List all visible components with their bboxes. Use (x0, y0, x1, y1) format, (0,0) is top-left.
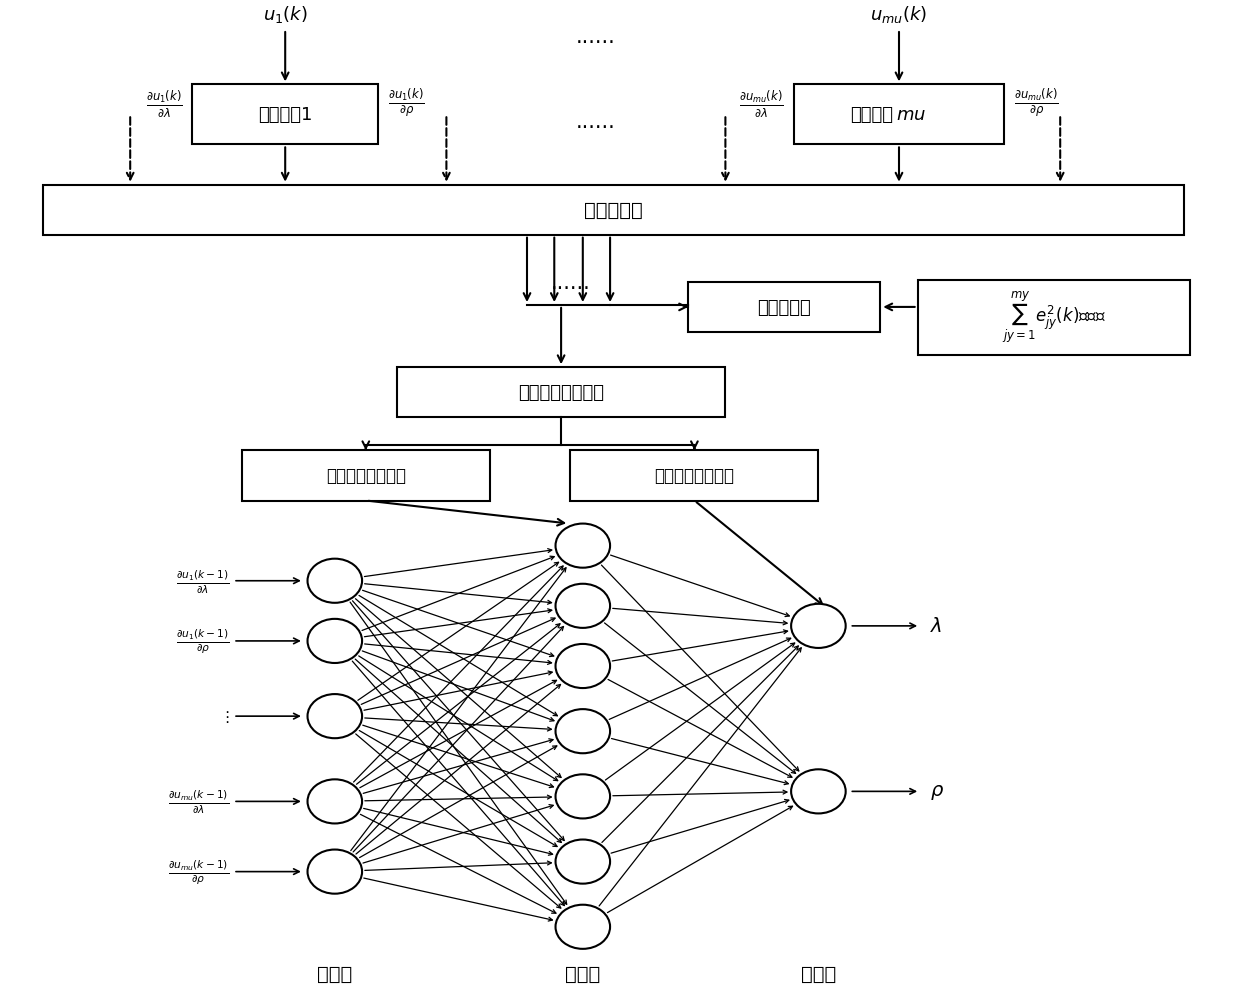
Circle shape (308, 780, 362, 824)
Text: $u_{mu}(k)$: $u_{mu}(k)$ (870, 4, 928, 25)
Text: $\frac{\partial u_{mu}(k)}{\partial\rho}$: $\frac{\partial u_{mu}(k)}{\partial\rho}… (1014, 86, 1059, 120)
Text: 系统误差反向传播: 系统误差反向传播 (518, 384, 604, 402)
Text: 隐含层: 隐含层 (565, 965, 600, 983)
Text: 梯度信息: 梯度信息 (849, 106, 893, 124)
Text: $\frac{\partial u_{mu}(k-1)}{\partial\rho}$: $\frac{\partial u_{mu}(k-1)}{\partial\rh… (169, 858, 229, 886)
Circle shape (791, 770, 846, 814)
Circle shape (556, 524, 610, 568)
Text: $\frac{\partial u_{mu}(k-1)}{\partial\lambda}$: $\frac{\partial u_{mu}(k-1)}{\partial\la… (169, 788, 229, 816)
Text: $\frac{\partial u_1(k)}{\partial\rho}$: $\frac{\partial u_1(k)}{\partial\rho}$ (388, 86, 425, 120)
Text: 梯度信息1: 梯度信息1 (258, 106, 312, 124)
Text: ......: ...... (551, 273, 590, 293)
Text: $\frac{\partial u_{mu}(k)}{\partial\lambda}$: $\frac{\partial u_{mu}(k)}{\partial\lamb… (739, 88, 784, 118)
Circle shape (556, 905, 610, 949)
Text: $\frac{\partial u_1(k-1)}{\partial\lambda}$: $\frac{\partial u_1(k-1)}{\partial\lambd… (176, 567, 229, 595)
Text: 梯度信息集: 梯度信息集 (584, 201, 644, 219)
Bar (43, 185, 1184, 235)
Bar (192, 85, 378, 145)
Circle shape (308, 850, 362, 894)
Text: $mu$: $mu$ (897, 106, 926, 124)
Bar (397, 368, 725, 418)
Circle shape (556, 709, 610, 754)
Circle shape (556, 584, 610, 628)
Text: $\rho$: $\rho$ (930, 783, 944, 801)
Text: ......: ...... (575, 112, 615, 132)
Text: 梯度下降法: 梯度下降法 (758, 299, 811, 317)
Circle shape (556, 775, 610, 819)
Bar (570, 451, 818, 501)
Bar (918, 281, 1190, 356)
Text: 输入层: 输入层 (317, 965, 352, 983)
Circle shape (308, 559, 362, 603)
Text: ......: ...... (575, 27, 615, 47)
Text: $u_1(k)$: $u_1(k)$ (263, 4, 308, 25)
Circle shape (556, 644, 610, 688)
Circle shape (308, 619, 362, 663)
Circle shape (308, 694, 362, 738)
Circle shape (791, 604, 846, 648)
Bar (794, 85, 1004, 145)
Text: 输出层: 输出层 (801, 965, 836, 983)
Text: $\lambda$: $\lambda$ (930, 617, 942, 635)
Bar (688, 283, 880, 333)
Text: 更新输出层权系数: 更新输出层权系数 (655, 467, 734, 485)
Circle shape (556, 840, 610, 884)
Text: $\frac{\partial u_1(k-1)}{\partial\rho}$: $\frac{\partial u_1(k-1)}{\partial\rho}$ (176, 627, 229, 655)
Text: 更新隐含层权系数: 更新隐含层权系数 (326, 467, 405, 485)
Bar (242, 451, 490, 501)
Text: $\frac{\partial u_1(k)}{\partial\lambda}$: $\frac{\partial u_1(k)}{\partial\lambda}… (145, 88, 182, 118)
Text: $\sum_{jy=1}^{my}e^2_{jy}(k)$最小化: $\sum_{jy=1}^{my}e^2_{jy}(k)$最小化 (1002, 291, 1106, 346)
Text: ......: ...... (575, 197, 615, 217)
Text: $\vdots$: $\vdots$ (219, 708, 229, 724)
